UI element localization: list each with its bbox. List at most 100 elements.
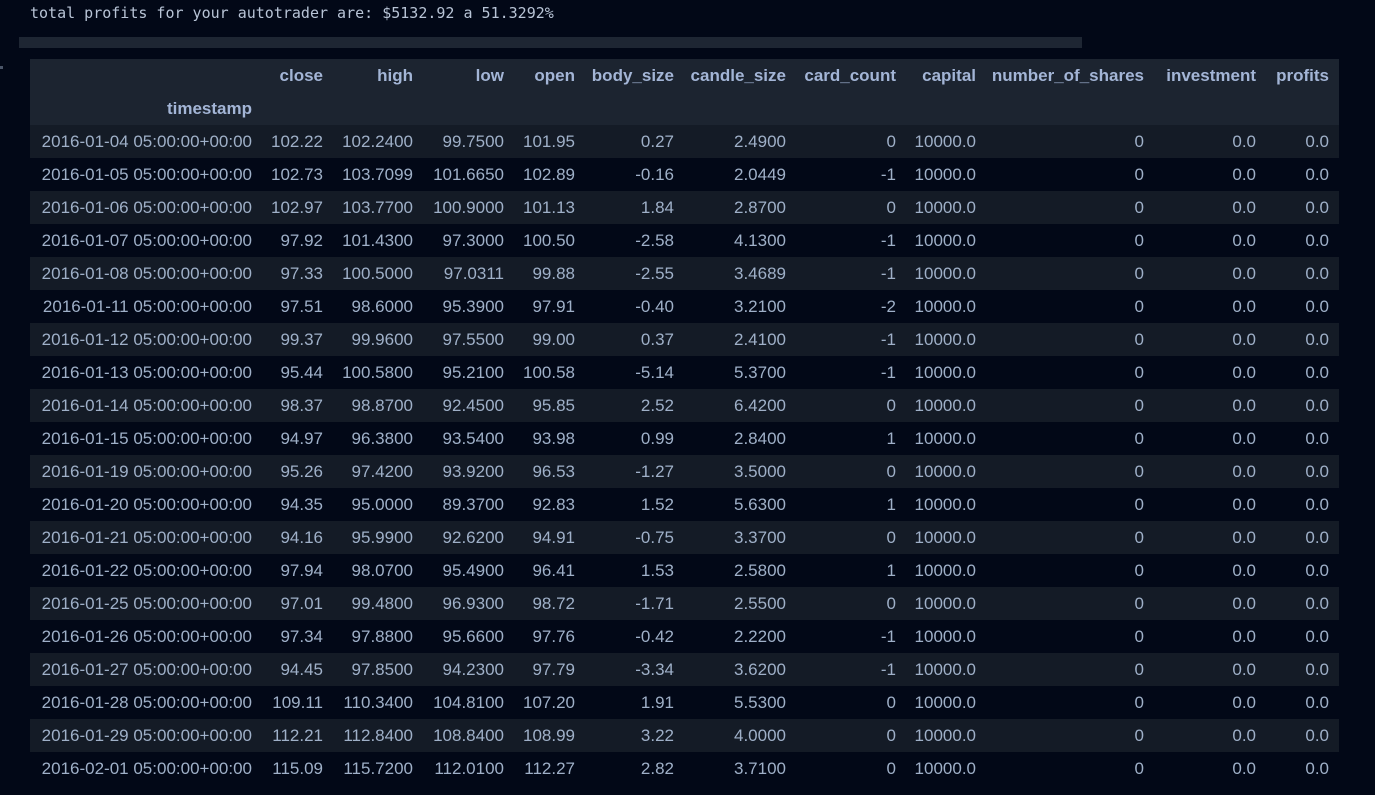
cell-body-size: -5.14 [635,362,674,382]
cell-high: 95.0000 [351,494,413,514]
row-index-timestamp: 2016-01-11 05:00:00+00:00 [42,296,252,316]
cell-high: 115.7200 [343,758,413,778]
row-index-timestamp: 2016-01-25 05:00:00+00:00 [41,593,252,613]
row-index-timestamp: 2016-01-15 05:00:00+00:00 [41,428,252,448]
cell-high: 98.0700 [351,560,413,580]
cell-low: 92.6200 [442,527,504,547]
cell-capital: 10000.0 [914,692,976,712]
cell-card-count: 1 [886,494,896,514]
cell-low: 97.3000 [442,230,504,250]
cell-high: 101.4300 [342,230,413,250]
cell-high: 97.8500 [351,659,413,679]
cell-close: 94.45 [280,659,323,679]
cell-high: 100.5800 [342,362,413,382]
cell-investment: 0.0 [1232,362,1256,382]
cell-card-count: 1 [886,560,896,580]
cell-number-of-shares: 0 [1134,659,1144,679]
cell-investment: 0.0 [1232,428,1256,448]
cell-body-size: -0.75 [635,527,674,547]
cell-body-size: 0.99 [640,428,674,448]
row-index-timestamp: 2016-01-13 05:00:00+00:00 [41,362,252,382]
cell-low: 97.5500 [442,329,504,349]
cell-low: 101.6650 [433,164,504,184]
cell-close: 109.11 [272,692,323,712]
column-header-candle-size: candle_size [690,65,786,85]
cell-high: 97.8800 [351,626,413,646]
cell-low: 89.3700 [442,494,504,514]
column-header-investment: investment [1166,65,1256,85]
cell-candle-size: 2.2200 [734,626,786,646]
cell-profits: 0.0 [1305,626,1329,646]
cell-investment: 0.0 [1232,329,1256,349]
cell-candle-size: 5.5300 [734,692,786,712]
cell-close: 102.22 [271,131,323,151]
cell-profits: 0.0 [1305,230,1329,250]
cell-number-of-shares: 0 [1134,197,1144,217]
cell-close: 102.73 [271,164,323,184]
cell-number-of-shares: 0 [1134,329,1144,349]
cell-number-of-shares: 0 [1134,263,1144,283]
table-row: 2016-01-04 05:00:00+00:00 102.22 102.2400 9… [30,125,1339,158]
cell-capital: 10000.0 [914,725,976,745]
table-row: 2016-01-28 05:00:00+00:00 109.11 110.3400 1… [30,686,1339,719]
cell-profits: 0.0 [1305,329,1329,349]
cell-capital: 10000.0 [914,461,976,481]
cell-open: 96.53 [532,461,575,481]
cell-body-size: 1.53 [640,560,674,580]
cell-number-of-shares: 0 [1134,758,1144,778]
cell-candle-size: 3.3700 [734,527,786,547]
cell-profits: 0.0 [1305,758,1329,778]
cell-number-of-shares: 0 [1134,626,1144,646]
cell-close: 97.33 [280,263,323,283]
cell-capital: 10000.0 [914,560,976,580]
row-index-timestamp: 2016-01-08 05:00:00+00:00 [41,263,252,283]
cell-body-size: -3.34 [635,659,674,679]
cell-candle-size: 3.5000 [734,461,786,481]
cell-high: 99.9600 [351,329,413,349]
cell-capital: 10000.0 [914,263,976,283]
cell-high: 110.3400 [343,692,413,712]
cell-investment: 0.0 [1232,560,1256,580]
cell-profits: 0.0 [1305,395,1329,415]
table-row: 2016-01-25 05:00:00+00:00 97.01 99.4800 96.… [30,587,1339,620]
cell-high: 103.7099 [342,164,413,184]
cell-candle-size: 3.4689 [734,263,786,283]
cell-open: 107.20 [523,692,575,712]
cell-capital: 10000.0 [914,428,976,448]
cell-candle-size: 2.0449 [734,164,786,184]
cell-high: 99.4800 [351,593,413,613]
cell-low: 93.9200 [442,461,504,481]
cell-low: 97.0311 [443,263,504,283]
horizontal-scrollbar[interactable] [19,37,1082,48]
cell-number-of-shares: 0 [1134,296,1144,316]
cell-profits: 0.0 [1305,428,1329,448]
cell-open: 100.58 [523,362,575,382]
cell-close: 95.44 [280,362,323,382]
cell-profits: 0.0 [1305,659,1329,679]
cell-card-count: 0 [886,593,896,613]
cell-card-count: -1 [880,230,896,250]
column-header-close: close [279,65,323,85]
cell-low: 100.9000 [433,197,504,217]
cell-capital: 10000.0 [914,593,976,613]
cell-profits: 0.0 [1305,296,1329,316]
cell-profits: 0.0 [1305,725,1329,745]
cell-investment: 0.0 [1232,527,1256,547]
cell-investment: 0.0 [1232,164,1256,184]
cell-investment: 0.0 [1232,263,1256,283]
cell-body-size: 2.52 [640,395,674,415]
cell-open: 108.99 [523,725,575,745]
cell-candle-size: 3.7100 [734,758,786,778]
cell-investment: 0.0 [1232,494,1256,514]
cell-high: 103.7700 [342,197,413,217]
cell-investment: 0.0 [1232,461,1256,481]
cell-capital: 10000.0 [914,230,976,250]
row-index-timestamp: 2016-01-04 05:00:00+00:00 [41,131,252,151]
cell-close: 97.92 [280,230,323,250]
row-index-timestamp: 2016-01-20 05:00:00+00:00 [41,494,252,514]
cell-open: 100.50 [523,230,575,250]
cell-card-count: -2 [880,296,896,316]
cell-high: 100.5000 [342,263,413,283]
cell-body-size: 1.52 [640,494,674,514]
cell-investment: 0.0 [1232,131,1256,151]
